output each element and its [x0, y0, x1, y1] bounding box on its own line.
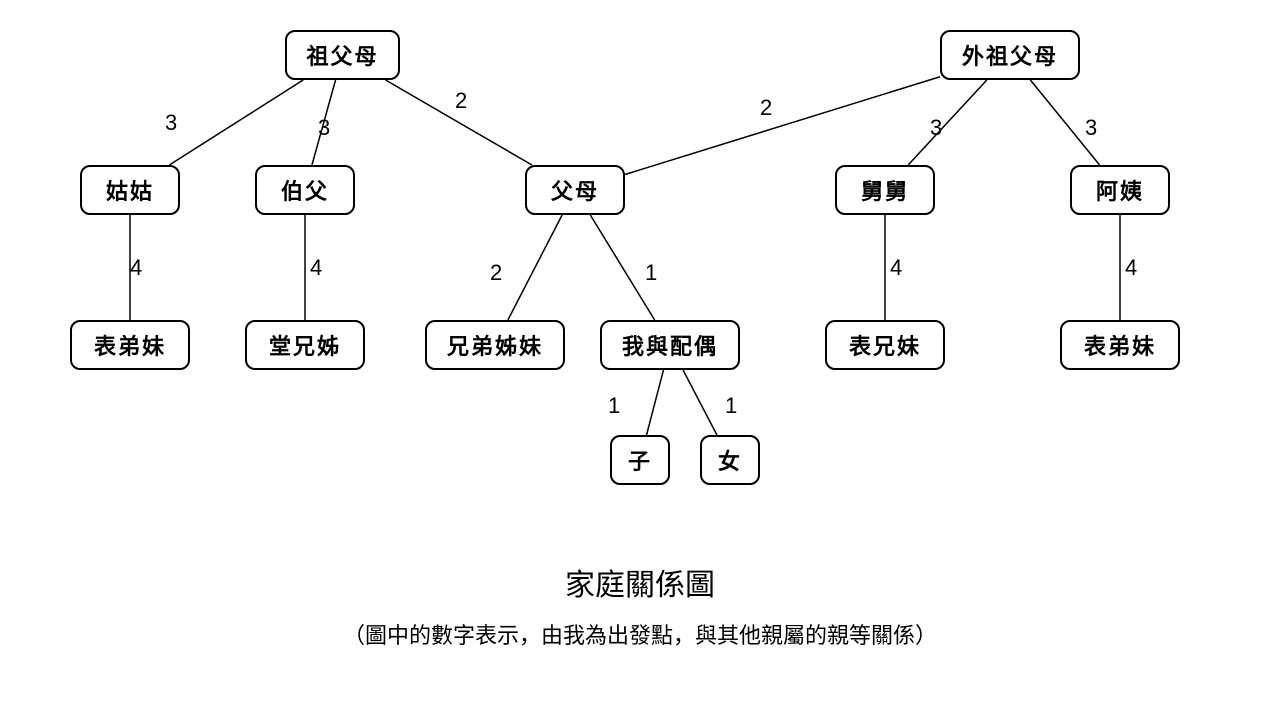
node-mgp: 外祖父母 — [940, 30, 1080, 80]
edge-label-me-dau: 1 — [725, 393, 737, 419]
edge-parents-sib — [508, 215, 562, 320]
node-txj: 堂兄姊 — [245, 320, 365, 370]
edge-label-me-son: 1 — [608, 393, 620, 419]
node-bdm2: 表弟妹 — [1060, 320, 1180, 370]
diagram-subtitle: （圖中的數字表示，由我為出發點，與其他親屬的親等關係） — [0, 618, 1280, 650]
node-sib: 兄弟姊妹 — [425, 320, 565, 370]
edge-label-parents-me: 1 — [645, 260, 657, 286]
edge-label-parents-sib: 2 — [490, 260, 502, 286]
edge-label-mgp-jiujiu: 3 — [930, 115, 942, 141]
node-bxm: 表兄妹 — [825, 320, 945, 370]
edge-label-ayi-bdm2: 4 — [1125, 255, 1137, 281]
edge-mgp-jiujiu — [908, 80, 987, 165]
edge-label-mgp-parents: 2 — [760, 95, 772, 121]
node-parents: 父母 — [525, 165, 625, 215]
edge-label-gugu-bdm1: 4 — [130, 255, 142, 281]
node-dau: 女 — [700, 435, 760, 485]
edge-label-pgp-parents: 2 — [455, 88, 467, 114]
node-ayi: 阿姨 — [1070, 165, 1170, 215]
node-pgp: 祖父母 — [285, 30, 400, 80]
node-son: 子 — [610, 435, 670, 485]
edge-label-pgp-gugu: 3 — [165, 110, 177, 136]
edge-me-son — [647, 370, 664, 435]
node-bofu: 伯父 — [255, 165, 355, 215]
family-tree-canvas: 祖父母外祖父母姑姑伯父父母舅舅阿姨表弟妹堂兄姊兄弟姊妹我與配偶表兄妹表弟妹子女 … — [0, 0, 1280, 720]
node-me: 我與配偶 — [600, 320, 740, 370]
edge-me-dau — [683, 370, 717, 435]
node-bdm1: 表弟妹 — [70, 320, 190, 370]
edge-pgp-gugu — [169, 80, 303, 165]
node-jiujiu: 舅舅 — [835, 165, 935, 215]
edge-label-mgp-ayi: 3 — [1085, 115, 1097, 141]
edge-mgp-parents — [625, 77, 940, 175]
diagram-title: 家庭關係圖 — [0, 560, 1280, 604]
edge-label-jiujiu-bxm: 4 — [890, 255, 902, 281]
edge-label-pgp-bofu: 3 — [318, 115, 330, 141]
node-gugu: 姑姑 — [80, 165, 180, 215]
edge-label-bofu-txj: 4 — [310, 255, 322, 281]
